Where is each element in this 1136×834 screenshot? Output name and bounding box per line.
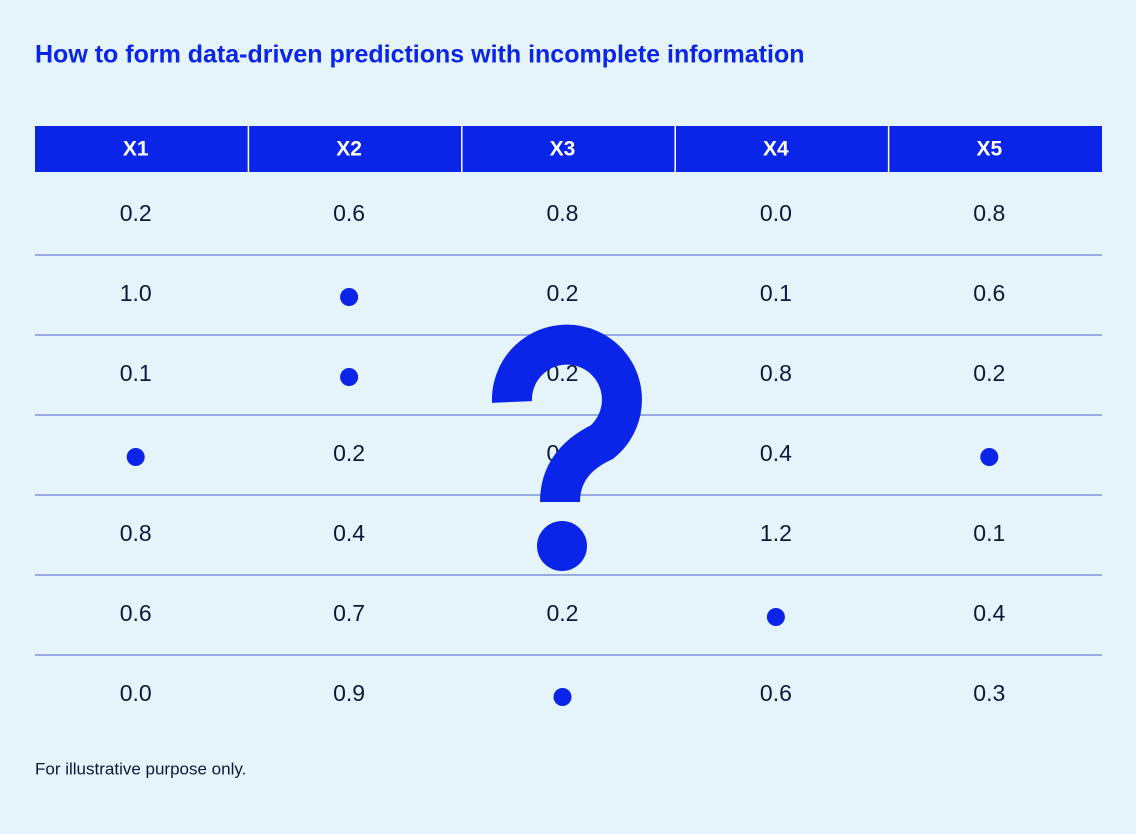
cell-value: 0.4	[760, 440, 792, 466]
question-dot	[537, 521, 587, 571]
cell-value: 0.6	[973, 280, 1005, 306]
cell-value: 0.2	[120, 200, 152, 226]
table: X1 X2 X3 X4 X5 0.2 0.6 0.8 0.0 0.8 1.0 0.2 0.1 0.6 0.1…	[35, 126, 1102, 706]
cell-value: 0.6	[760, 680, 792, 706]
column-header: X1	[123, 138, 149, 161]
cell-value: 0.3	[973, 680, 1005, 706]
cell-value: 0.8	[120, 520, 152, 546]
cell-value: 0.4	[333, 520, 365, 546]
cell-value: 0.8	[547, 200, 579, 226]
cell-value: 0.1	[973, 520, 1005, 546]
missing-value-dot	[340, 368, 359, 386]
cell-value: 0.6	[120, 600, 152, 626]
column-header: X5	[976, 138, 1002, 161]
cell-value: 0.2	[333, 440, 365, 466]
column-header: X3	[550, 138, 576, 161]
missing-value-dot	[126, 448, 145, 466]
table-header	[35, 126, 1102, 172]
cell-value: 1.0	[120, 280, 152, 306]
title: How to form data-driven predictions with…	[35, 41, 804, 69]
cell-value: 0.0	[120, 680, 152, 706]
column-header: X2	[336, 138, 362, 161]
question-hook	[491, 324, 642, 504]
cell-value: 0.6	[333, 200, 365, 226]
missing-value-dot	[980, 448, 999, 466]
cell-value: 0.4	[973, 600, 1005, 626]
cell-value: 0.8	[760, 360, 792, 386]
cell-value: 0.9	[333, 680, 365, 706]
cell-value: 0.2	[547, 600, 579, 626]
missing-value-dot	[766, 608, 785, 626]
cell-value: 0.2	[973, 360, 1005, 386]
column-header: X4	[763, 138, 789, 161]
question-mark-icon	[491, 324, 642, 571]
cell-value: 1.2	[760, 520, 792, 546]
cell-value: 0.1	[120, 360, 152, 386]
footnote: For illustrative purpose only.	[35, 759, 246, 778]
cell-value: 0.7	[333, 600, 365, 626]
cell-value: 0.2	[547, 280, 579, 306]
missing-value-dot	[553, 688, 572, 706]
cell-value: 0.8	[973, 200, 1005, 226]
cell-value: 0.0	[760, 200, 792, 226]
cell-value: 0.1	[760, 280, 792, 306]
missing-value-dot	[340, 288, 359, 306]
